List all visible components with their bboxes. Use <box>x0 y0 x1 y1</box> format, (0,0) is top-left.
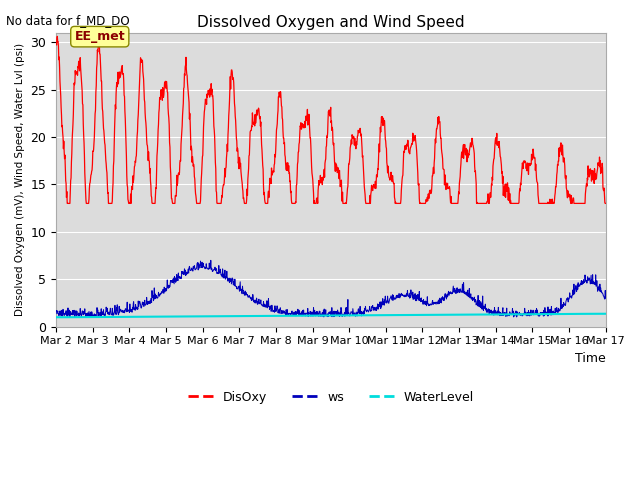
Legend: DisOxy, ws, WaterLevel: DisOxy, ws, WaterLevel <box>183 386 479 409</box>
Title: Dissolved Oxygen and Wind Speed: Dissolved Oxygen and Wind Speed <box>197 15 465 30</box>
Text: EE_met: EE_met <box>74 30 125 43</box>
Text: No data for f_MD_DO: No data for f_MD_DO <box>6 14 130 27</box>
X-axis label: Time: Time <box>575 352 605 365</box>
Y-axis label: Dissolved Oxygen (mV), Wind Speed, Water Lvl (psi): Dissolved Oxygen (mV), Wind Speed, Water… <box>15 43 25 316</box>
